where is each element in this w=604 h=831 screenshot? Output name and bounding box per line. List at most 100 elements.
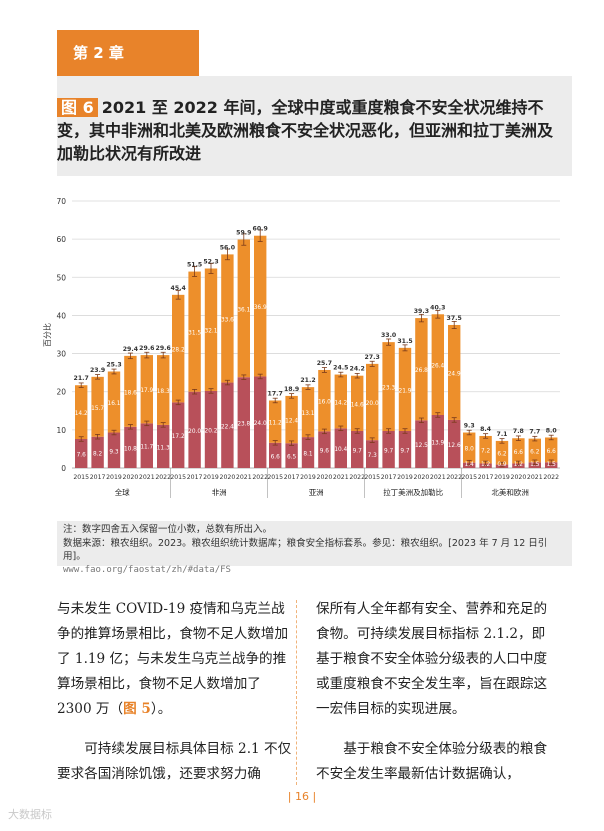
total-label: 59.9 xyxy=(236,230,251,237)
total-label: 25.3 xyxy=(106,361,121,368)
y-tick-label: 20 xyxy=(56,388,66,397)
y-tick-label: 70 xyxy=(56,197,66,206)
group-label: 北美和欧洲 xyxy=(491,487,529,497)
paragraph: 保所有人全年都有安全、营养和充足的食物。可持续发展目标指标 2.1.2，即基于粮… xyxy=(316,601,548,717)
bar-severe xyxy=(285,443,298,468)
figure-title: 2021 至 2022 年间，全球中度或重度粮食不安全状况维持不变，其中非洲和北… xyxy=(57,98,554,163)
bar-moderate xyxy=(382,342,395,432)
bar-moderate xyxy=(172,294,185,403)
severe-label: 22.4 xyxy=(221,424,234,430)
x-tick-label: 2020 xyxy=(123,474,139,481)
severe-label: 9.6 xyxy=(320,449,330,455)
moderate-label: 14.2 xyxy=(75,411,88,417)
moderate-label: 15.7 xyxy=(91,406,104,412)
bar-moderate xyxy=(157,355,170,425)
bar-moderate xyxy=(301,387,315,438)
bar-severe xyxy=(75,439,88,468)
severe-label: 13.9 xyxy=(431,440,444,446)
bar-severe xyxy=(366,440,379,468)
total-label: 18.9 xyxy=(284,386,299,393)
bar-severe xyxy=(91,436,104,468)
moderate-label: 20.0 xyxy=(366,401,379,407)
x-tick-label: 2017 xyxy=(478,474,494,481)
total-label: 7.8 xyxy=(513,428,524,435)
total-label: 25.7 xyxy=(317,360,332,367)
severe-label: 20.0 xyxy=(188,429,201,435)
total-label: 8.0 xyxy=(546,427,558,434)
moderate-label: 7.2 xyxy=(481,449,491,455)
moderate-label: 6.6 xyxy=(514,450,524,456)
x-tick-label: 2021 xyxy=(333,474,349,481)
bar-severe xyxy=(351,431,364,468)
bar-moderate xyxy=(431,314,444,415)
y-tick-label: 60 xyxy=(56,235,66,244)
x-tick-label: 2020 xyxy=(220,474,236,481)
bar-moderate xyxy=(254,235,267,377)
paragraph: 基于粮食不安全体验分级表的粮食不安全发生率最新估计数据确认， xyxy=(316,741,548,782)
severe-label: 7.6 xyxy=(77,453,87,459)
severe-label: 10.8 xyxy=(124,446,137,452)
moderate-label: 8.0 xyxy=(465,447,475,453)
total-label: 29.6 xyxy=(156,345,171,352)
severe-label: 17.2 xyxy=(172,434,185,440)
moderate-label: 31.5 xyxy=(188,331,201,337)
column-divider xyxy=(296,600,297,785)
severe-label: 0.9 xyxy=(497,462,507,468)
x-tick-label: 2015 xyxy=(73,474,89,481)
figure-reference-link[interactable]: 图 5 xyxy=(123,701,151,717)
bar-moderate xyxy=(91,376,104,437)
moderate-label: 13.1 xyxy=(302,411,315,417)
x-tick-label: 2019 xyxy=(203,474,219,481)
x-tick-label: 2020 xyxy=(317,474,333,481)
x-tick-label: 2019 xyxy=(397,474,413,481)
total-label: 9.3 xyxy=(464,423,475,430)
severe-label: 8.2 xyxy=(93,451,103,457)
y-axis-label: 百分比 xyxy=(42,323,52,347)
total-label: 23.9 xyxy=(90,367,105,374)
bar-severe xyxy=(545,462,558,468)
bar-moderate xyxy=(269,400,282,443)
total-label: 40.3 xyxy=(430,304,445,311)
x-tick-label: 2017 xyxy=(90,474,106,481)
total-label: 21.7 xyxy=(74,375,89,382)
severe-label: 8.1 xyxy=(303,452,313,458)
severe-label: 6.5 xyxy=(287,455,297,461)
bar-moderate xyxy=(75,385,88,440)
moderate-label: 16.1 xyxy=(108,401,121,407)
bar-moderate xyxy=(448,324,461,420)
x-tick-label: 2019 xyxy=(106,474,122,481)
moderate-label: 32.1 xyxy=(205,329,218,335)
chapter-label: 第 2 章 xyxy=(73,44,124,62)
moderate-label: 14.2 xyxy=(334,400,347,406)
moderate-label: 26.4 xyxy=(431,364,444,370)
moderate-label: 23.3 xyxy=(382,386,395,392)
total-label: 51.5 xyxy=(187,262,202,269)
paragraph-text-end: ）。 xyxy=(150,701,172,717)
y-tick-label: 0 xyxy=(61,464,66,473)
total-label: 29.4 xyxy=(123,346,139,353)
x-tick-label: 2015 xyxy=(170,474,186,481)
bar-severe xyxy=(318,431,331,468)
total-label: 56.0 xyxy=(220,244,236,251)
body-column-left: 与未发生 COVID-19 疫情和乌克兰战争的推算场景相比，食物不足人数增加了 … xyxy=(57,597,297,787)
watermark: 大数据标 xyxy=(8,808,52,821)
source-line: 数据来源：粮农组织。2023。粮农组织统计数据库；粮食安全指标套系。参见：粮农组… xyxy=(63,537,548,563)
x-tick-label: 2022 xyxy=(543,474,559,481)
total-label: 45.4 xyxy=(171,285,187,292)
severe-label: 23.8 xyxy=(237,422,250,428)
x-tick-label: 2020 xyxy=(414,474,430,481)
bar-severe xyxy=(221,382,234,468)
y-tick-label: 40 xyxy=(56,311,66,320)
moderate-label: 16.0 xyxy=(318,400,331,406)
page-number: | 16 | xyxy=(287,790,317,803)
bar-moderate xyxy=(188,271,201,392)
bar-severe xyxy=(157,424,170,468)
severe-label: 1.2 xyxy=(514,462,524,468)
bar-moderate xyxy=(366,363,379,441)
bar-severe xyxy=(237,377,250,468)
bar-moderate xyxy=(221,254,234,383)
severe-label: 1.4 xyxy=(465,462,475,468)
severe-label: 10.4 xyxy=(334,447,347,453)
total-label: 24.2 xyxy=(350,366,365,373)
